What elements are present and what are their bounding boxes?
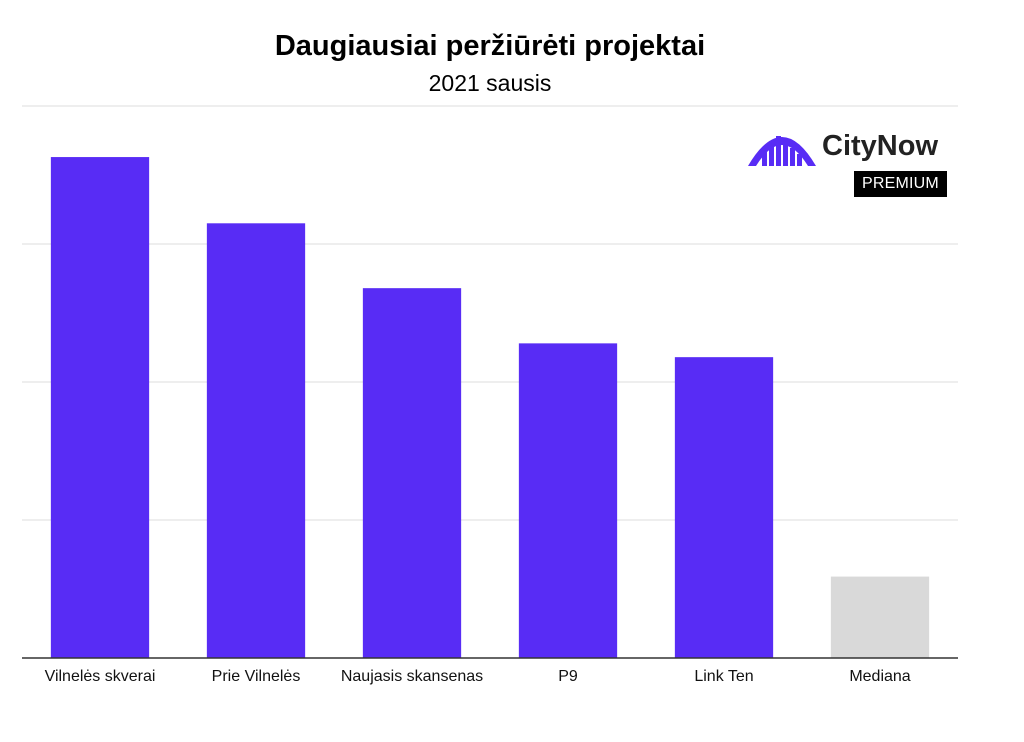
skyline-icon bbox=[748, 136, 816, 166]
bar-2 bbox=[362, 288, 462, 658]
bar-4 bbox=[674, 357, 774, 658]
x-tick-label: Mediana bbox=[849, 668, 910, 685]
x-tick-label: Link Ten bbox=[694, 668, 753, 685]
chart-subtitle: 2021 sausis bbox=[428, 70, 552, 96]
premium-badge: PREMIUM bbox=[854, 171, 947, 197]
bar-3 bbox=[518, 343, 618, 658]
bar-0 bbox=[50, 157, 150, 658]
logo-name: CityNow bbox=[822, 130, 938, 162]
bar-1 bbox=[206, 223, 306, 659]
bar-5 bbox=[830, 576, 930, 658]
x-tick-label: Vilnelės skverai bbox=[45, 668, 156, 685]
citynow-logo: CityNow PREMIUM bbox=[746, 122, 956, 202]
x-tick-label: Prie Vilnelės bbox=[212, 668, 301, 685]
x-tick-label: P9 bbox=[558, 668, 578, 685]
x-tick-label: Naujasis skansenas bbox=[341, 668, 483, 685]
chart-title: Daugiausiai peržiūrėti projektai bbox=[274, 30, 706, 62]
